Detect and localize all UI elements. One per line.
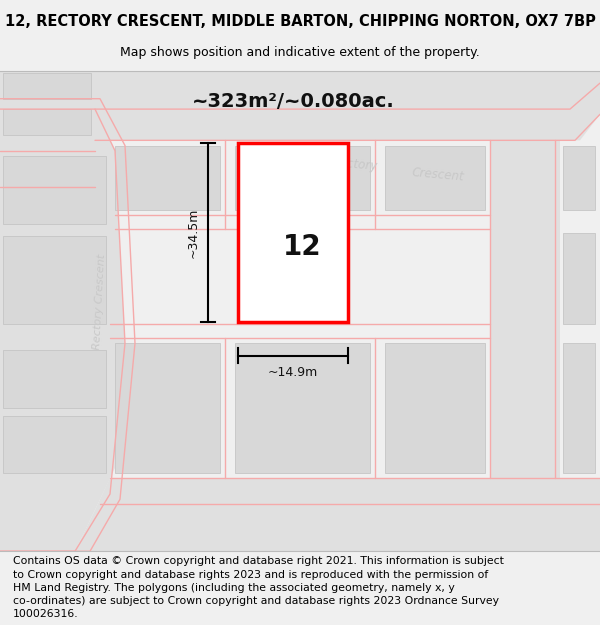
Text: ~14.9m: ~14.9m xyxy=(268,366,318,379)
Polygon shape xyxy=(0,71,600,141)
Bar xyxy=(115,146,220,210)
Text: 12, RECTORY CRESCENT, MIDDLE BARTON, CHIPPING NORTON, OX7 7BP: 12, RECTORY CRESCENT, MIDDLE BARTON, CHI… xyxy=(5,14,595,29)
Bar xyxy=(385,146,485,210)
Bar xyxy=(3,156,106,224)
Text: 12: 12 xyxy=(283,233,321,261)
Bar xyxy=(235,343,370,473)
Bar xyxy=(3,236,106,324)
Bar xyxy=(3,72,91,99)
Bar xyxy=(235,146,370,210)
Text: ~323m²/~0.080ac.: ~323m²/~0.080ac. xyxy=(191,92,394,111)
Bar xyxy=(563,343,595,473)
Bar xyxy=(563,233,595,324)
Polygon shape xyxy=(95,478,600,509)
Text: Contains OS data © Crown copyright and database right 2021. This information is : Contains OS data © Crown copyright and d… xyxy=(13,556,504,619)
Bar xyxy=(563,146,595,210)
Polygon shape xyxy=(0,71,125,551)
Bar xyxy=(238,144,348,322)
Bar xyxy=(3,416,106,473)
Text: Rectory Crescent: Rectory Crescent xyxy=(92,253,107,350)
Text: Crescent: Crescent xyxy=(412,166,464,183)
Bar xyxy=(3,351,106,408)
Polygon shape xyxy=(75,509,600,551)
Bar xyxy=(115,343,220,473)
Text: Map shows position and indicative extent of the property.: Map shows position and indicative extent… xyxy=(120,46,480,59)
Text: ~34.5m: ~34.5m xyxy=(187,208,199,258)
Polygon shape xyxy=(490,141,560,478)
Text: Rectory: Rectory xyxy=(332,156,378,172)
Bar xyxy=(3,109,91,135)
Bar xyxy=(385,343,485,473)
